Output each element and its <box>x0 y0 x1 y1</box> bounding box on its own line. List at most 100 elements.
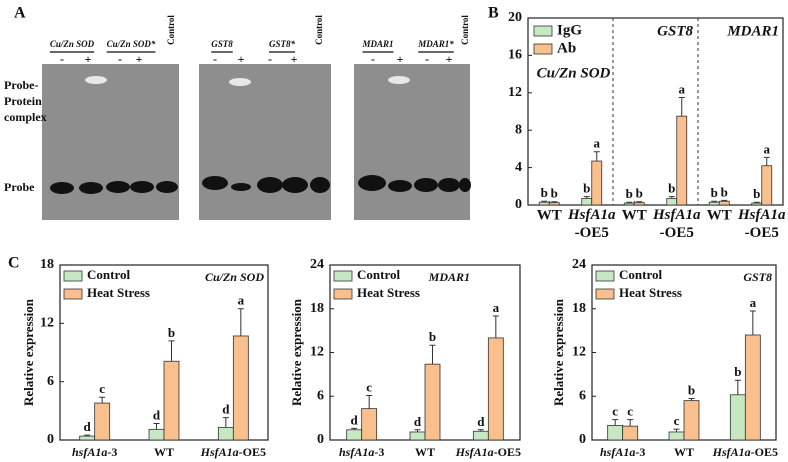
x-tick-label: WT <box>707 207 732 223</box>
lane-sign: + <box>238 52 245 66</box>
error-bar <box>84 434 91 437</box>
error-bar <box>753 201 760 204</box>
x-tick-label: WT <box>537 207 562 223</box>
x-tick-label: WT <box>154 445 174 459</box>
legend-swatch <box>333 270 353 282</box>
significance-letter: b <box>688 382 695 397</box>
bar <box>676 115 688 206</box>
significance-letter: c <box>99 381 105 396</box>
bar <box>633 202 645 206</box>
lane-label: Cu/Zn SOD* <box>107 39 156 49</box>
significance-letter: b <box>551 186 558 201</box>
bar <box>668 431 685 441</box>
error-bar <box>583 196 590 199</box>
lane-sign: - <box>425 52 429 66</box>
bar <box>79 435 96 441</box>
legend-swatch <box>595 288 615 300</box>
significance-letter: a <box>679 81 686 96</box>
legend-label: IgG <box>557 22 582 38</box>
error-bar <box>414 429 421 432</box>
error-bar <box>593 151 600 162</box>
significance-letter: c <box>612 404 618 419</box>
bar <box>761 165 773 206</box>
lane-sign: - <box>213 52 217 66</box>
y-tick-label: 0 <box>515 197 522 212</box>
bar <box>744 334 761 441</box>
lane-sign: - <box>60 52 64 66</box>
y-tick-label: 8 <box>515 122 522 137</box>
error-bar <box>636 201 643 203</box>
legend-label: Heat Stress <box>357 285 420 300</box>
error-bar <box>153 422 160 430</box>
y-tick-label: 12 <box>508 85 522 100</box>
x-tick-label: HsfA1a-OE5 <box>737 207 786 241</box>
gel-label: complex <box>4 110 47 124</box>
y-tick-label: 6 <box>47 374 54 389</box>
y-tick-label: 16 <box>508 48 522 63</box>
error-bar <box>99 396 106 404</box>
error-bar <box>541 200 548 203</box>
bar <box>607 425 624 441</box>
significance-letter: d <box>351 412 359 427</box>
x-tick-label: WT <box>415 445 435 459</box>
bar <box>548 202 560 206</box>
y-tick-label: 24 <box>572 257 586 272</box>
plot-frame <box>527 17 784 206</box>
section-label: Cu/Zn SOD <box>537 65 611 81</box>
bar <box>163 360 180 441</box>
significance-letter: c <box>627 404 633 419</box>
lane-sign: + <box>446 52 453 66</box>
y-tick-label: 0 <box>579 432 586 447</box>
bar <box>729 394 746 441</box>
error-bar <box>678 96 685 117</box>
significance-letter: c <box>674 413 680 428</box>
error-bar <box>237 308 244 336</box>
significance-letter: b <box>168 325 175 340</box>
y-tick-label: 18 <box>40 257 54 272</box>
bar <box>94 402 111 441</box>
legend-swatch <box>533 43 553 55</box>
lane-label: GST8 <box>211 39 233 49</box>
y-tick-label: 12 <box>40 316 54 331</box>
x-tick-label: WT <box>674 445 694 459</box>
significance-letter: d <box>153 407 161 422</box>
bar <box>708 201 720 206</box>
legend-label: Control <box>357 267 400 282</box>
gel-image <box>354 64 470 220</box>
x-tick-label: WT <box>622 207 647 223</box>
significance-letter: a <box>238 293 245 308</box>
significance-letter: d <box>477 414 485 429</box>
x-tick-label: HsfA1a-OE5 <box>652 207 701 241</box>
panel-label: B <box>488 5 499 22</box>
bar <box>487 337 504 441</box>
error-bar <box>366 395 373 409</box>
significance-letter: a <box>750 295 757 310</box>
legend-swatch <box>63 288 83 300</box>
lane-sign: - <box>268 52 272 66</box>
chart-title: GST8 <box>743 270 772 284</box>
gel-label: Probe- <box>4 78 38 92</box>
y-tick-label: 20 <box>508 10 522 25</box>
significance-letter: b <box>541 185 548 200</box>
error-bar <box>351 427 358 430</box>
error-bar <box>734 379 741 395</box>
lane-sign: + <box>291 52 298 66</box>
error-bar <box>477 429 484 432</box>
significance-letter: d <box>414 414 422 429</box>
chart-title: MDAR1 <box>428 270 470 284</box>
lane-sign: + <box>85 52 92 66</box>
bar <box>581 198 593 206</box>
error-bar <box>492 315 499 338</box>
error-bar <box>749 310 756 335</box>
error-bar <box>721 199 728 202</box>
bar <box>718 200 730 206</box>
panel-label: C <box>8 255 20 272</box>
x-tick-label: hsfA1a-3 <box>339 445 384 459</box>
significance-letter: b <box>711 185 718 200</box>
bar <box>232 335 249 441</box>
gel-image <box>199 64 331 220</box>
significance-letter: b <box>636 186 643 201</box>
significance-letter: b <box>668 181 675 196</box>
section-label: GST8 <box>657 23 693 39</box>
